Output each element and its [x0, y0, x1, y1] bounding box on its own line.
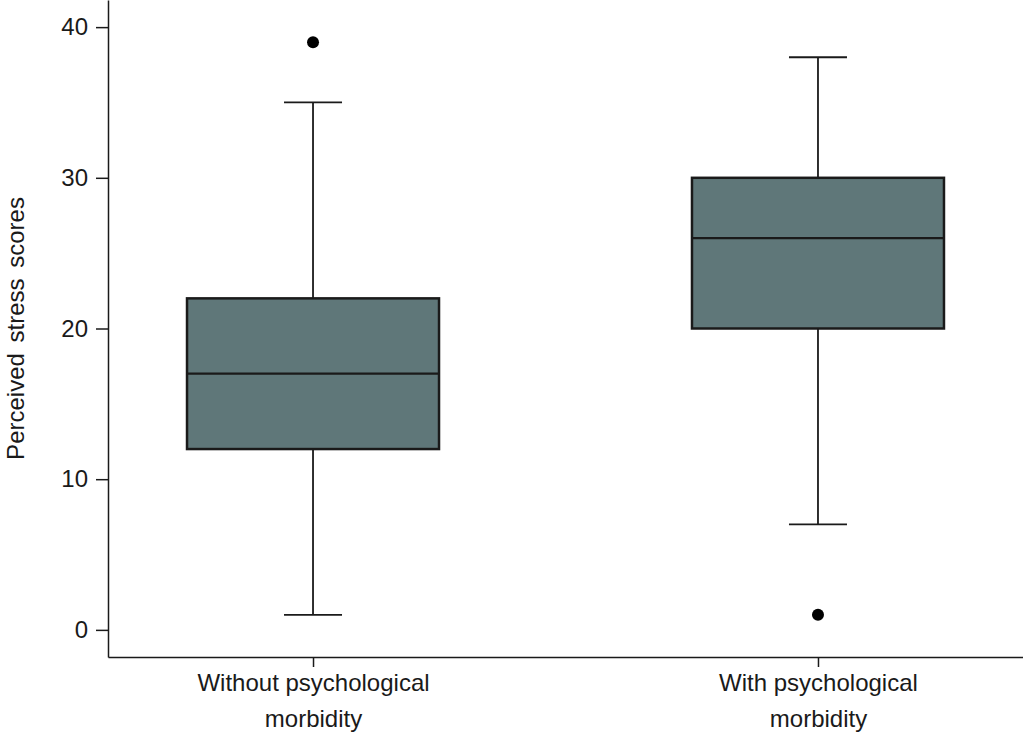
y-tick-label: 40 [61, 13, 88, 40]
lower-whisker [817, 329, 819, 525]
whisker-cap-min [789, 523, 847, 525]
upper-whisker [312, 102, 314, 298]
whisker-cap-max [284, 102, 342, 104]
upper-whisker [817, 57, 819, 178]
x-tick-label: Without psychological morbidity [197, 669, 429, 732]
x-axis-line [109, 657, 1023, 659]
y-tick: 0 [75, 616, 108, 643]
box [187, 298, 439, 449]
box-group [187, 36, 439, 615]
outlier [307, 36, 319, 48]
y-tick: 20 [61, 315, 108, 342]
x-tick-label-line: Without psychological [197, 669, 429, 696]
outlier [812, 609, 824, 621]
x-tick-label-line: morbidity [770, 705, 867, 732]
y-tick-label: 30 [61, 164, 88, 191]
y-tick-label: 0 [75, 616, 88, 643]
y-tick-mark [96, 27, 108, 29]
plot-area [187, 36, 944, 621]
x-tick-mark [818, 657, 820, 667]
y-axis-title: Perceived stress scores [2, 197, 29, 460]
whisker-cap-min [284, 614, 342, 616]
y-axis: 0 10 20 30 40 [61, 1, 108, 658]
x-tick: Without psychological morbidity [197, 657, 429, 732]
whisker-cap-max [789, 56, 847, 58]
y-tick-label: 10 [61, 465, 88, 492]
median-line [187, 373, 439, 375]
y-tick-mark [96, 479, 108, 481]
y-tick-mark [96, 630, 108, 632]
x-tick: With psychological morbidity [719, 657, 918, 732]
x-tick-label: With psychological morbidity [719, 669, 918, 732]
y-tick-mark [96, 178, 108, 180]
median-line [692, 237, 944, 239]
x-tick-label-line: morbidity [265, 705, 362, 732]
x-tick-label-line: With psychological [719, 669, 918, 696]
lower-whisker [312, 449, 314, 615]
box-group [692, 57, 944, 621]
y-tick: 40 [61, 13, 108, 40]
y-tick: 10 [61, 465, 108, 492]
y-tick-label: 20 [61, 315, 88, 342]
box [692, 178, 944, 329]
chart: 010203040Without psychologicalmorbidityW… [0, 0, 1023, 742]
x-tick-mark [313, 657, 315, 667]
x-axis: Without psychologicalmorbidityWith psych… [109, 657, 1023, 732]
y-tick-mark [96, 328, 108, 330]
y-tick: 30 [61, 164, 108, 191]
